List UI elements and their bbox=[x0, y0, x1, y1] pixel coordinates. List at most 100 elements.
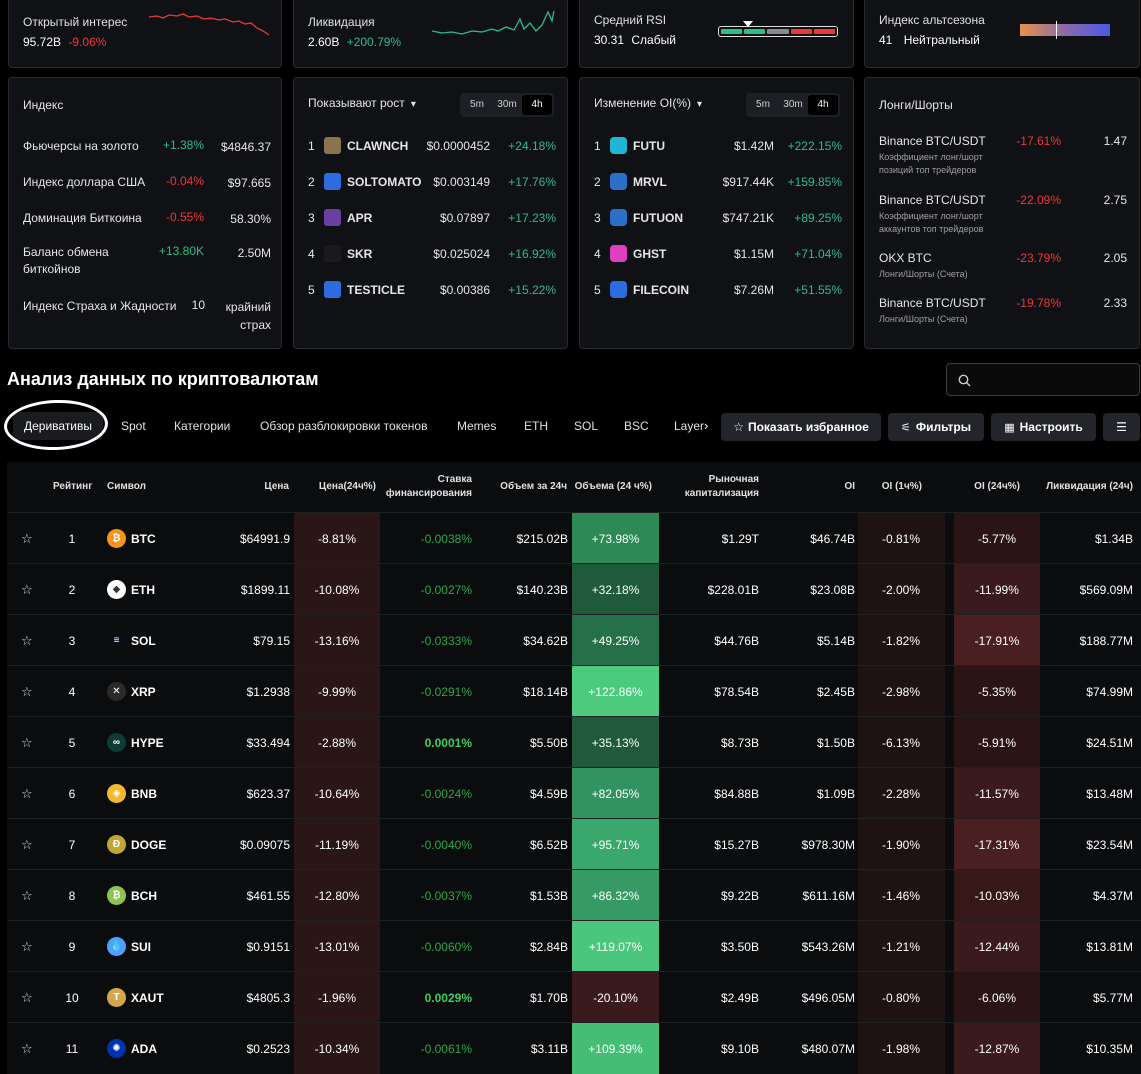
customize-button[interactable]: ▦ Настроить bbox=[991, 413, 1096, 441]
favorite-star-icon[interactable]: ☆ bbox=[21, 683, 33, 699]
long-short-row[interactable]: Binance BTC/USDT Лонги/Шорты (Счета) -19.7… bbox=[865, 296, 1141, 336]
row-funding-rate: 0.0001% bbox=[424, 735, 472, 750]
filters-button[interactable]: ⚟ Фильтры bbox=[888, 413, 984, 441]
favorite-star-icon[interactable]: ☆ bbox=[21, 632, 33, 648]
row-rank: 4 bbox=[68, 684, 76, 699]
row-symbol: HYPE bbox=[131, 735, 164, 750]
oi-24h-cell-bg bbox=[954, 972, 1040, 1023]
oi-row-rank: 4 bbox=[594, 247, 601, 261]
favorite-star-icon[interactable]: ☆ bbox=[21, 581, 33, 597]
long-short-row[interactable]: Binance BTC/USDT Коэффициент лонг/шорт по… bbox=[865, 134, 1141, 175]
growth-tab-30m[interactable]: 30m bbox=[497, 99, 517, 110]
table-row[interactable]: ☆ 6 ◈ BNB $623.37 -10.64% -0.0024% $4.59B +82.05… bbox=[7, 767, 1141, 819]
oi-tab-5m[interactable]: 5m bbox=[756, 99, 770, 110]
altseason-card[interactable]: Индекс альтсезона 41 Нейтральный bbox=[864, 0, 1140, 68]
row-price-change: -10.64% bbox=[314, 786, 360, 801]
show-favorites-button[interactable]: ☆ Показать избранное bbox=[721, 413, 881, 441]
table-row[interactable]: ☆ 11 ✺ ADA $0.2523 -10.34% -0.0061% $3.11B +109.… bbox=[7, 1022, 1141, 1074]
tab-layer[interactable]: Layer bbox=[674, 419, 704, 433]
favorite-star-icon[interactable]: ☆ bbox=[21, 785, 33, 801]
header-market-cap[interactable]: Рыночная капитализация bbox=[684, 474, 759, 499]
tabs-scroll-right-icon[interactable]: › bbox=[704, 418, 709, 433]
row-volume-change: +49.25% bbox=[591, 633, 640, 648]
header-price[interactable]: Цена bbox=[264, 481, 289, 492]
tab-derivatives[interactable]: Деривативы bbox=[13, 412, 103, 440]
table-row[interactable]: ☆ 1 ₿ BTC $64991.9 -8.81% -0.0038% $215.02B +73.… bbox=[7, 512, 1141, 564]
oi-tab-4h[interactable]: 4h bbox=[808, 95, 838, 115]
row-symbol: DOGE bbox=[131, 837, 167, 852]
header-liquidation[interactable]: Ликвидация (24ч) bbox=[1046, 481, 1133, 492]
favorite-star-icon[interactable]: ☆ bbox=[21, 530, 33, 546]
header-oi-24h[interactable]: OI (24ч%) bbox=[974, 481, 1020, 492]
tab-bsc[interactable]: BSC bbox=[624, 419, 649, 433]
long-short-row-change: -22.09% bbox=[1016, 193, 1061, 207]
header-rank[interactable]: Рейтинг bbox=[53, 481, 93, 492]
favorite-star-icon[interactable]: ☆ bbox=[21, 836, 33, 852]
long-short-row-value: 1.47 bbox=[1103, 134, 1127, 148]
table-row[interactable]: ☆ 5 ∞ HYPE $33.494 -2.88% 0.0001% $5.50B +35.13%… bbox=[7, 716, 1141, 768]
favorite-star-icon[interactable]: ☆ bbox=[21, 989, 33, 1005]
table-row[interactable]: ☆ 3 ≡ SOL $79.15 -13.16% -0.0333% $34.62B +49.25… bbox=[7, 614, 1141, 666]
row-funding-rate: -0.0061% bbox=[420, 1041, 472, 1056]
favorite-star-icon[interactable]: ☆ bbox=[21, 734, 33, 750]
open-interest-card[interactable]: Открытый интерес 95.72B -9.06% bbox=[8, 0, 282, 68]
row-rank: 10 bbox=[65, 990, 79, 1005]
growth-row[interactable]: 4 SKR $0.025024 +16.92% bbox=[294, 245, 569, 263]
table-row[interactable]: ☆ 7 Ð DOGE $0.09075 -11.19% -0.0040% $6.52B +95.… bbox=[7, 818, 1141, 870]
rsi-card[interactable]: Средний RSI 30.31 Слабый bbox=[579, 0, 854, 68]
header-funding[interactable]: Ставка финансирования bbox=[385, 474, 472, 499]
row-volume-change: +82.05% bbox=[591, 786, 640, 801]
favorite-star-icon[interactable]: ☆ bbox=[21, 1040, 33, 1056]
oi-row[interactable]: 2 MRVL $917.44K +159.85% bbox=[580, 173, 855, 191]
tab-sol[interactable]: SOL bbox=[574, 419, 599, 433]
growth-row[interactable]: 2 SOLTOMATO $0.003149 +17.76% bbox=[294, 173, 569, 191]
oi-row[interactable]: 4 GHST $1.15M +71.04% bbox=[580, 245, 855, 263]
liquidation-card[interactable]: Ликвидация 2.60B +200.79% bbox=[293, 0, 568, 68]
growth-dropdown[interactable]: Показывают рост bbox=[308, 96, 416, 110]
long-short-row[interactable]: OKX BTC Лонги/Шорты (Счета) -23.79% 2.05 bbox=[865, 251, 1141, 291]
volume-change-cell-bg bbox=[572, 1023, 659, 1074]
oi-row[interactable]: 3 FUTUON $747.21K +89.25% bbox=[580, 209, 855, 227]
growth-row[interactable]: 3 APR $0.07897 +17.23% bbox=[294, 209, 569, 227]
header-oi[interactable]: OI bbox=[844, 481, 855, 492]
growth-tab-5m[interactable]: 5m bbox=[470, 99, 484, 110]
oi-row[interactable]: 1 FUTU $1.42M +222.15% bbox=[580, 137, 855, 155]
tab-spot[interactable]: Spot bbox=[121, 419, 146, 433]
growth-row[interactable]: 1 CLAWNCH $0.0000452 +24.18% bbox=[294, 137, 569, 155]
tab-eth[interactable]: ETH bbox=[524, 419, 548, 433]
growth-tab-4h[interactable]: 4h bbox=[522, 95, 552, 115]
tab-memes[interactable]: Memes bbox=[457, 419, 497, 433]
table-row[interactable]: ☆ 9 💧 SUI $0.9151 -13.01% -0.0060% $2.84B +119.0… bbox=[7, 920, 1141, 972]
growth-row-price: $0.00386 bbox=[439, 283, 490, 297]
long-short-row[interactable]: Binance BTC/USDT Коэффициент лонг/шорт ак… bbox=[865, 193, 1141, 234]
oi-change-dropdown[interactable]: Изменение OI(%) bbox=[594, 96, 702, 110]
row-market-cap: $44.76B bbox=[714, 633, 759, 648]
row-funding-rate: -0.0291% bbox=[420, 684, 472, 699]
header-price-change[interactable]: Цена(24ч%) bbox=[318, 481, 376, 492]
favorite-star-icon[interactable]: ☆ bbox=[21, 938, 33, 954]
growth-row[interactable]: 5 TESTICLE $0.00386 +15.22% bbox=[294, 281, 569, 299]
open-interest-title: Открытый интерес bbox=[23, 15, 128, 29]
table-row[interactable]: ☆ 10 T XAUT $4805.3 -1.96% 0.0029% $1.70B -20.10… bbox=[7, 971, 1141, 1023]
table-row[interactable]: ☆ 2 ◆ ETH $1899.11 -10.08% -0.0027% $140.23B +32… bbox=[7, 563, 1141, 615]
header-volume-24h[interactable]: Объем за 24ч bbox=[500, 481, 567, 492]
oi-tab-30m[interactable]: 30m bbox=[783, 99, 803, 110]
header-oi-1h[interactable]: OI (1ч%) bbox=[881, 481, 922, 492]
favorite-star-icon[interactable]: ☆ bbox=[21, 887, 33, 903]
tab-token-unlock[interactable]: Обзор разблокировки токенов bbox=[260, 419, 428, 433]
table-row[interactable]: ☆ 4 ✕ XRP $1.2938 -9.99% -0.0291% $18.14B +122.8… bbox=[7, 665, 1141, 717]
row-oi: $23.08B bbox=[810, 582, 855, 597]
row-volume-24h: $4.59B bbox=[529, 786, 568, 801]
altseason-marker bbox=[1056, 21, 1057, 39]
header-volume-change[interactable]: Объема (24 ч%) bbox=[574, 481, 652, 492]
row-funding-rate: -0.0037% bbox=[420, 888, 472, 903]
oi-row[interactable]: 5 FILECOIN $7.26M +51.55% bbox=[580, 281, 855, 299]
header-symbol[interactable]: Символ bbox=[107, 481, 146, 492]
settings-button[interactable]: ☰ bbox=[1103, 413, 1140, 441]
search-input[interactable] bbox=[977, 370, 1132, 390]
row-price: $1899.11 bbox=[240, 582, 290, 597]
tab-categories[interactable]: Категории bbox=[174, 419, 231, 433]
coin-logo-icon: ∞ bbox=[107, 717, 126, 768]
search-box[interactable] bbox=[946, 363, 1140, 396]
table-row[interactable]: ☆ 8 ₿ BCH $461.55 -12.80% -0.0037% $1.53B +86.32… bbox=[7, 869, 1141, 921]
